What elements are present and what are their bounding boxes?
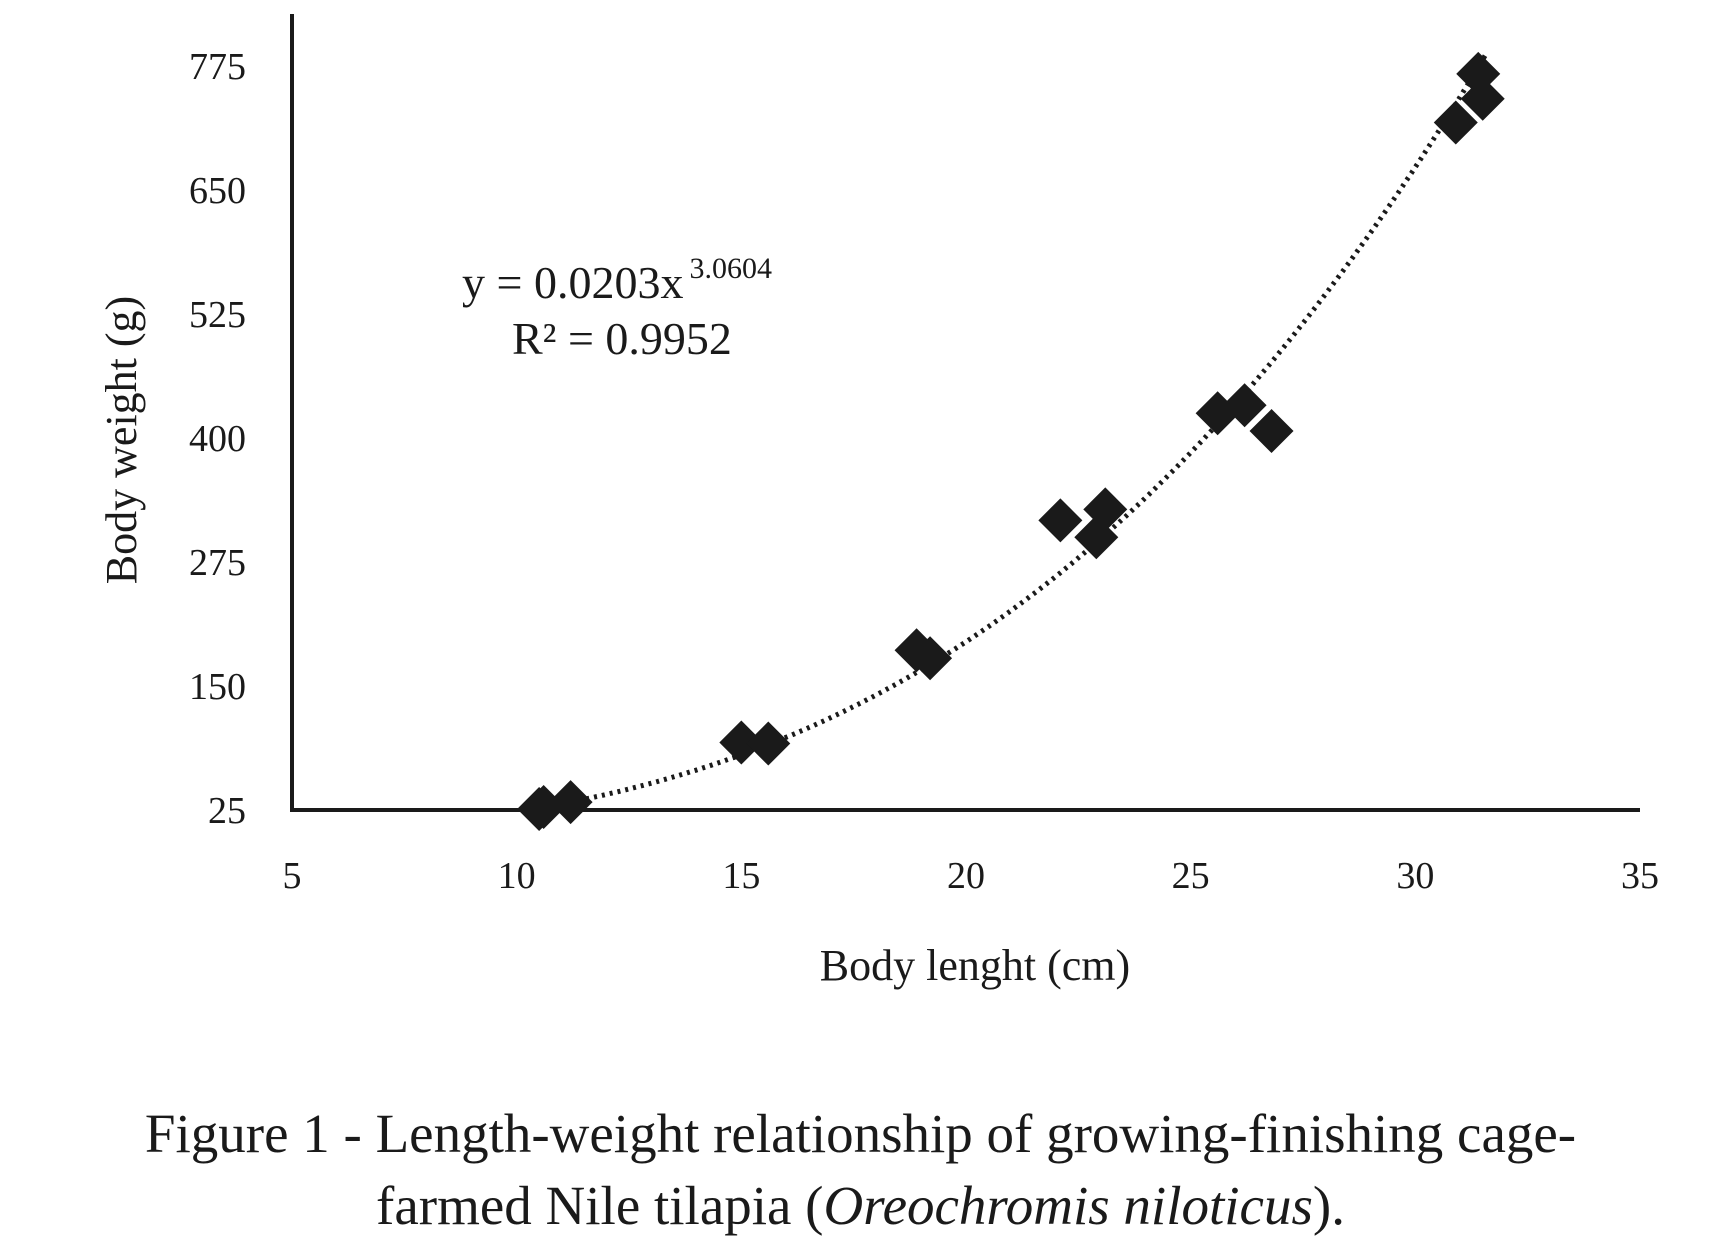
caption-species-name: Oreochromis niloticus [823,1175,1313,1236]
trendline [538,50,1490,811]
y-tick-label: 650 [189,170,246,212]
caption-line-2: farmed Nile tilapia (Oreochromis nilotic… [0,1170,1721,1242]
data-point [548,780,593,825]
r-squared-label: R² = 0.9952 [512,313,732,364]
y-axis-title: Body weight (g) [97,296,146,584]
data-point [1083,487,1128,532]
x-tick-label: 20 [947,855,985,897]
scatter-chart: 5 10 15 20 25 30 35 25 150 275 400 525 650 775 Body … [97,14,1660,990]
data-point [719,720,764,765]
data-point [521,785,566,830]
data-point [746,721,791,766]
data-point [1038,498,1083,543]
x-tick-label: 30 [1396,855,1434,897]
data-points [517,51,1505,832]
x-tick-label: 10 [498,855,536,897]
y-tick-label: 275 [189,542,246,584]
data-point [1433,100,1478,145]
x-tick-label: 25 [1172,855,1210,897]
x-tick-label: 15 [722,855,760,897]
data-point [1249,409,1294,454]
trendline-equation-base: y = 0.0203x [462,257,683,308]
x-tick-label: 5 [283,855,302,897]
figure-caption: Figure 1 - Length-weight relationship of… [0,1098,1721,1242]
x-axis-ticks: 5 10 15 20 25 30 35 [283,855,1660,897]
data-point [908,636,953,681]
axes [290,14,1640,812]
caption-line-2-suffix: ). [1312,1175,1345,1236]
y-tick-label: 400 [189,418,246,460]
y-axis-ticks: 25 150 275 400 525 650 775 [189,46,246,832]
data-point [1222,383,1267,428]
caption-line-1: Figure 1 - Length-weight relationship of… [144,1103,1577,1164]
y-tick-label: 775 [189,46,246,88]
x-axis-title: Body lenght (cm) [820,941,1130,990]
trendline-equation: y = 0.0203x 3.0604 [462,252,772,308]
y-tick-label: 150 [189,666,246,708]
y-tick-label: 25 [208,790,246,832]
data-point [1460,76,1505,121]
x-tick-label: 35 [1621,855,1659,897]
y-tick-label: 525 [189,294,246,336]
trendline-equation-exponent: 3.0604 [689,252,772,285]
caption-line-2-prefix: farmed Nile tilapia ( [376,1175,824,1236]
trendline-path [538,50,1490,811]
